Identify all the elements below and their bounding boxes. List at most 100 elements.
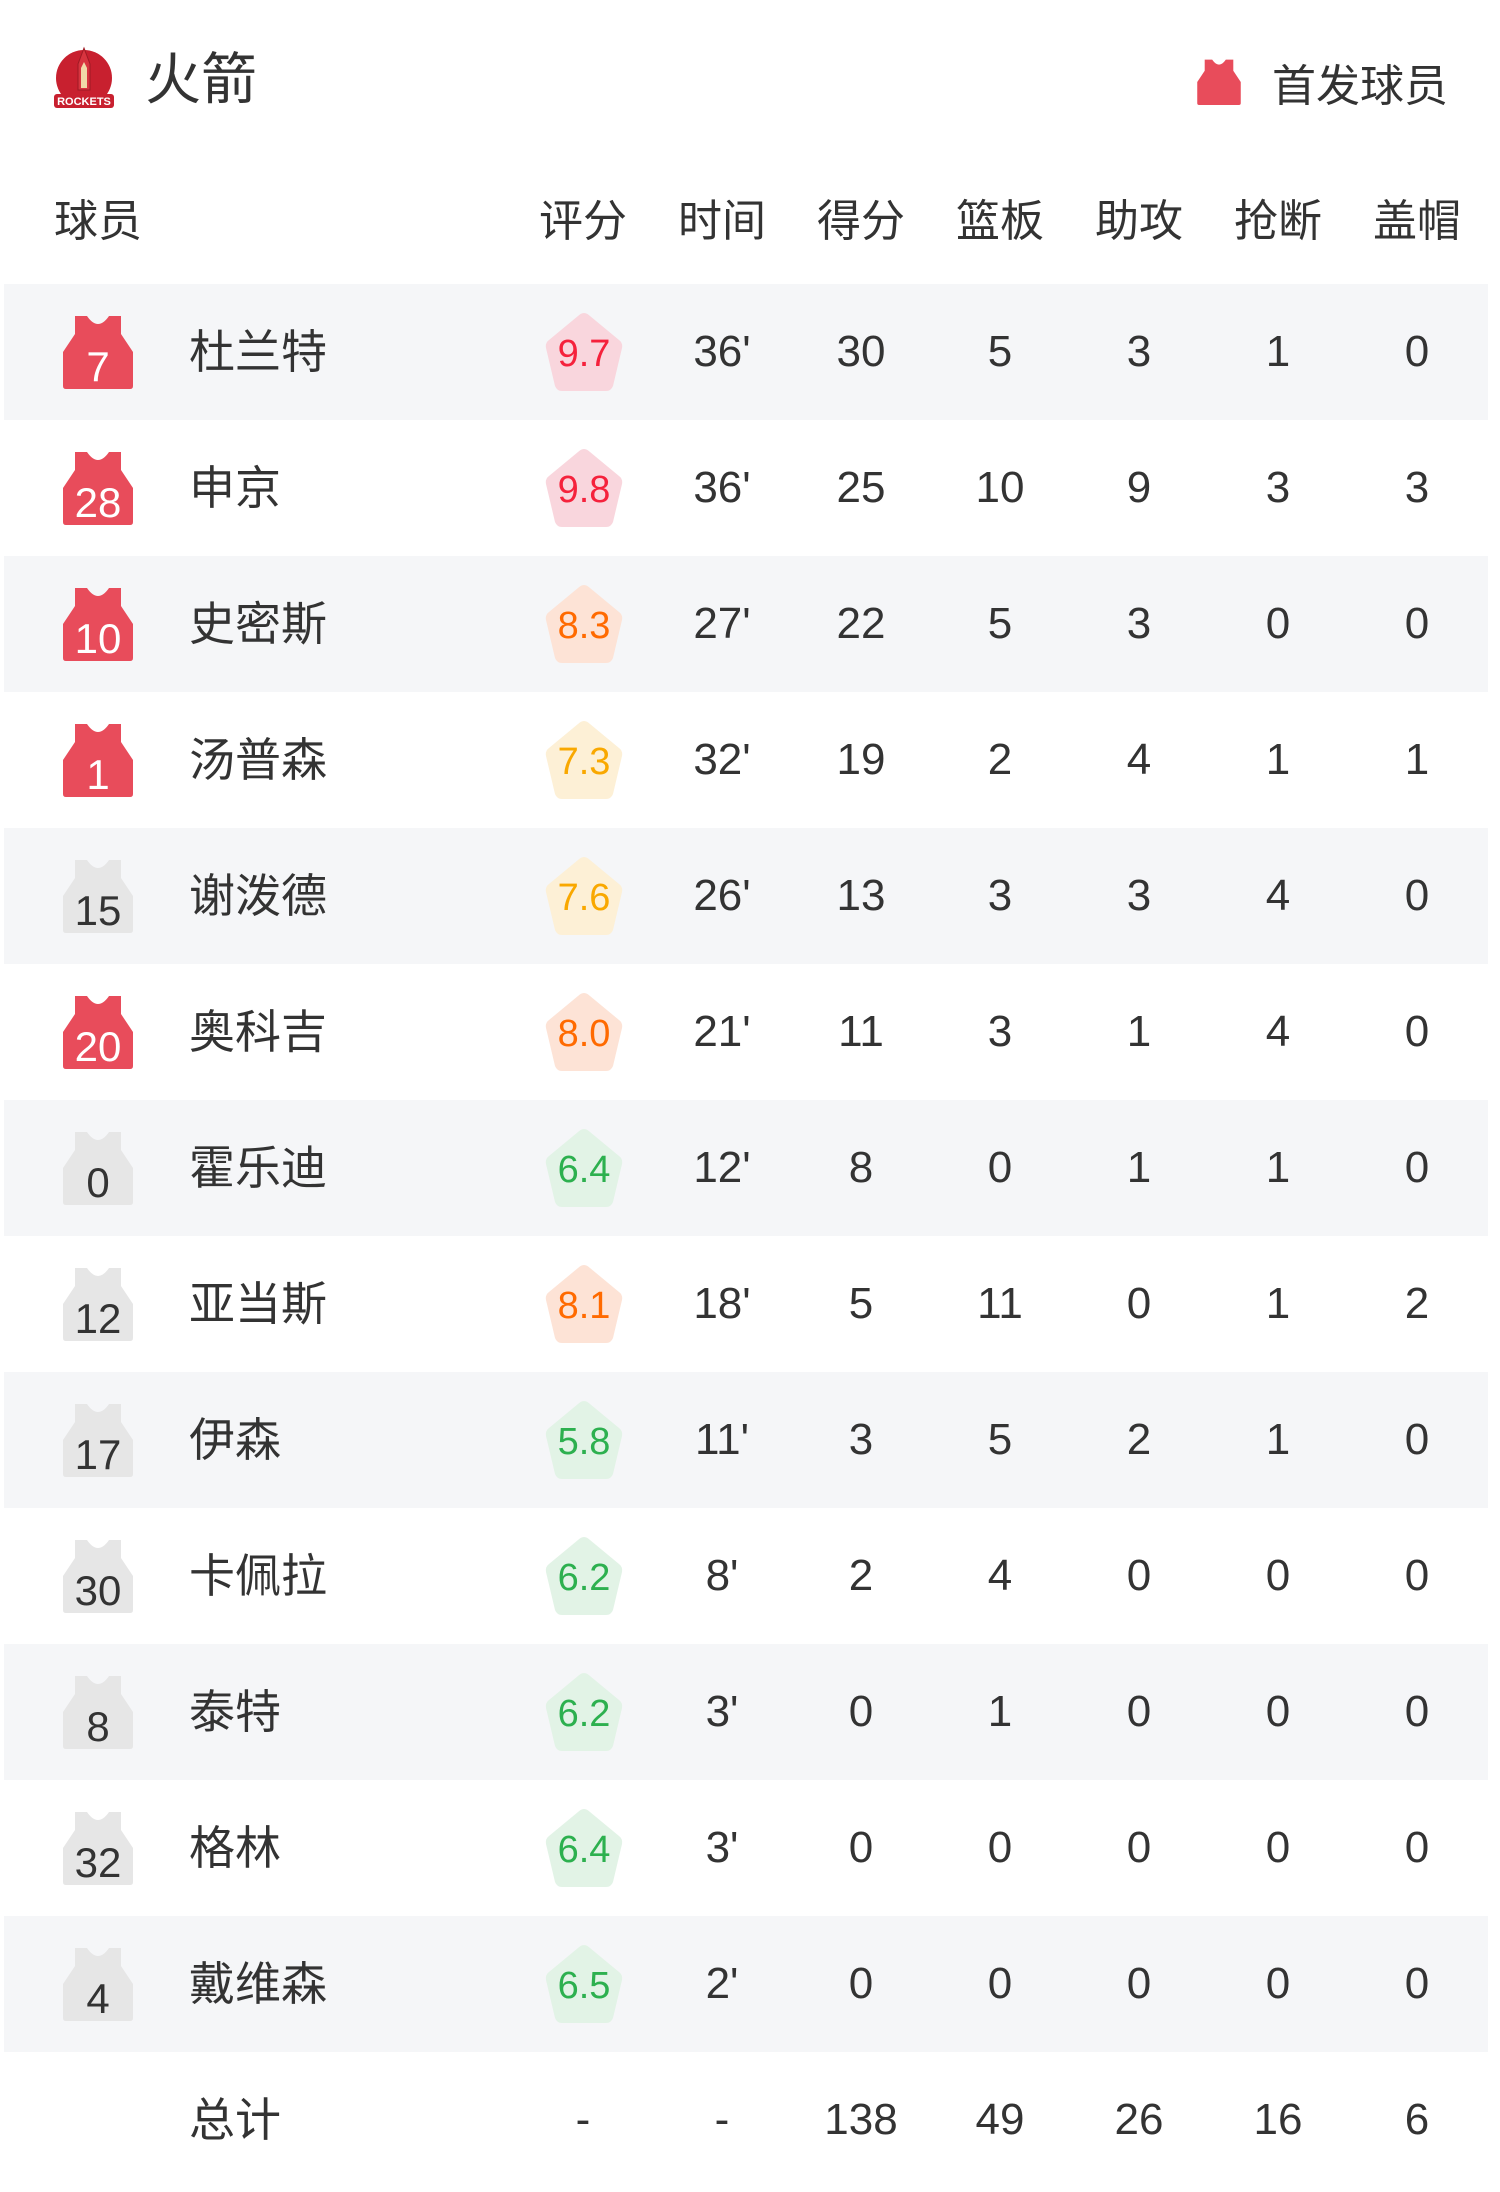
player-row[interactable]: 1 汤普森 7.3 32' 19 2 4 1 1 — [4, 692, 1488, 828]
rating-badge: 6.4 — [543, 1806, 625, 1890]
header-points[interactable]: 得分 — [817, 197, 905, 246]
stat-blocks: 0 — [1404, 1687, 1430, 1736]
stat-minutes: 11' — [694, 1415, 750, 1464]
stat-steals: 0 — [1265, 1551, 1291, 1600]
rating-badge: 7.6 — [543, 854, 625, 938]
rating-badge: 6.5 — [543, 1942, 625, 2026]
jersey-icon: 7 — [61, 314, 135, 390]
player-name[interactable]: 谢泼德 — [189, 870, 327, 922]
header-blocks[interactable]: 盖帽 — [1373, 197, 1461, 246]
player-name[interactable]: 汤普森 — [189, 734, 327, 786]
stat-rebounds: 5 — [987, 1415, 1013, 1464]
stat-minutes: 21' — [693, 1007, 751, 1056]
player-row[interactable]: 17 伊森 5.8 11' 3 5 2 1 0 — [4, 1372, 1488, 1508]
stat-points: 2 — [848, 1551, 874, 1600]
stat-minutes: 18' — [693, 1279, 751, 1328]
jersey-icon: 1 — [61, 722, 135, 798]
stat-rebounds: 0 — [987, 1959, 1013, 2008]
player-name[interactable]: 史密斯 — [189, 598, 327, 650]
stat-rebounds: 1 — [987, 1687, 1013, 1736]
stat-rebounds: 0 — [987, 1823, 1013, 1872]
player-row[interactable]: 12 亚当斯 8.1 18' 5 11 0 1 2 — [4, 1236, 1488, 1372]
header-assists[interactable]: 助攻 — [1095, 197, 1183, 246]
player-row[interactable]: 32 格林 6.4 3' 0 0 0 0 0 — [4, 1780, 1488, 1916]
player-row[interactable]: 10 史密斯 8.3 27' 22 5 3 0 0 — [4, 556, 1488, 692]
stat-steals: 1 — [1265, 735, 1291, 784]
player-name[interactable]: 亚当斯 — [189, 1278, 327, 1330]
totals-label: 总计 — [189, 2094, 281, 2146]
player-name[interactable]: 奥科吉 — [189, 1006, 327, 1058]
rating-badge: 7.3 — [543, 718, 625, 802]
totals-row: 总计 - - 138 49 26 16 6 — [4, 2052, 1488, 2188]
stat-points: 19 — [836, 735, 886, 784]
stat-assists: 3 — [1126, 327, 1152, 376]
rating-badge: 6.2 — [543, 1534, 625, 1618]
rating-badge: 6.4 — [543, 1126, 625, 1210]
stat-blocks: 3 — [1404, 463, 1430, 512]
jersey-number: 0 — [86, 1159, 110, 1206]
stat-blocks: 1 — [1404, 735, 1430, 784]
stat-rebounds: 11 — [977, 1279, 1023, 1328]
stat-assists: 3 — [1126, 599, 1152, 648]
jersey-number: 12 — [74, 1295, 122, 1342]
stat-steals: 0 — [1265, 1959, 1291, 2008]
stat-steals: 4 — [1265, 1007, 1291, 1056]
totals-steals: 16 — [1253, 2095, 1303, 2144]
stat-assists: 1 — [1126, 1007, 1152, 1056]
stat-assists: 1 — [1126, 1143, 1152, 1192]
jersey-icon: 20 — [61, 994, 135, 1070]
stat-minutes: 3' — [705, 1823, 739, 1872]
stat-blocks: 0 — [1404, 1415, 1430, 1464]
stat-points: 30 — [836, 327, 886, 376]
stat-rebounds: 2 — [987, 735, 1013, 784]
stat-assists: 4 — [1126, 735, 1152, 784]
jersey-icon: 4 — [61, 1946, 135, 2022]
stat-steals: 3 — [1265, 463, 1291, 512]
player-name[interactable]: 申京 — [189, 462, 281, 514]
totals-assists: 26 — [1114, 2095, 1164, 2144]
stat-points: 13 — [836, 871, 886, 920]
stat-steals: 4 — [1265, 871, 1291, 920]
rating-value: 7.3 — [557, 741, 611, 783]
player-row[interactable]: 8 泰特 6.2 3' 0 1 0 0 0 — [4, 1644, 1488, 1780]
player-name[interactable]: 泰特 — [189, 1686, 281, 1738]
player-row[interactable]: 28 申京 9.8 36' 25 10 9 3 3 — [4, 420, 1488, 556]
player-name[interactable]: 戴维森 — [189, 1958, 327, 2010]
player-row[interactable]: 20 奥科吉 8.0 21' 11 3 1 4 0 — [4, 964, 1488, 1100]
rating-badge: 9.8 — [543, 446, 625, 530]
stat-assists: 9 — [1126, 463, 1152, 512]
stat-points: 0 — [848, 1823, 874, 1872]
player-row[interactable]: 15 谢泼德 7.6 26' 13 3 3 4 0 — [4, 828, 1488, 964]
player-row[interactable]: 30 卡佩拉 6.2 8' 2 4 0 0 0 — [4, 1508, 1488, 1644]
rating-value: 6.2 — [557, 1557, 611, 1599]
column-headers: 球员 评分 时间 得分 篮板 助攻 抢断 盖帽 — [0, 186, 1500, 258]
player-row[interactable]: 7 杜兰特 9.7 36' 30 5 3 1 0 — [4, 284, 1488, 420]
stat-assists: 0 — [1126, 1959, 1152, 2008]
jersey-icon: 8 — [61, 1674, 135, 1750]
stat-minutes: 36' — [693, 463, 751, 512]
player-name[interactable]: 杜兰特 — [189, 326, 327, 378]
player-name[interactable]: 卡佩拉 — [189, 1550, 327, 1602]
player-row[interactable]: 4 戴维森 6.5 2' 0 0 0 0 0 — [4, 1916, 1488, 2052]
stat-rebounds: 3 — [987, 1007, 1013, 1056]
stat-points: 0 — [848, 1959, 874, 2008]
header-rebounds[interactable]: 篮板 — [956, 197, 1044, 246]
header-steals[interactable]: 抢断 — [1234, 197, 1322, 246]
jersey-number: 1 — [86, 751, 110, 798]
stat-steals: 0 — [1265, 599, 1291, 648]
header-rating[interactable]: 评分 — [539, 197, 627, 246]
player-name[interactable]: 格林 — [189, 1822, 281, 1874]
player-row[interactable]: 0 霍乐迪 6.4 12' 8 0 1 1 0 — [4, 1100, 1488, 1236]
stat-minutes: 2' — [705, 1959, 739, 2008]
stat-assists: 0 — [1126, 1551, 1152, 1600]
rating-value: 8.0 — [557, 1013, 611, 1055]
rockets-logo: ROCKETS — [54, 46, 114, 108]
player-name[interactable]: 伊森 — [189, 1414, 281, 1466]
player-name[interactable]: 霍乐迪 — [189, 1142, 327, 1194]
stat-rebounds: 0 — [987, 1143, 1013, 1192]
stat-points: 0 — [848, 1687, 874, 1736]
stat-steals: 1 — [1265, 1143, 1291, 1192]
rating-value: 6.4 — [557, 1149, 611, 1191]
header-minutes[interactable]: 时间 — [678, 197, 766, 246]
rating-badge: 6.2 — [543, 1670, 625, 1754]
